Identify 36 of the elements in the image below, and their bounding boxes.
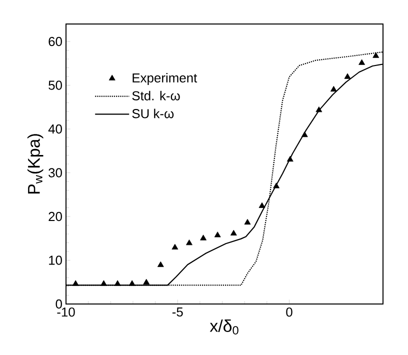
point: [344, 73, 351, 79]
point: [286, 156, 294, 162]
y-tick-label: 0: [56, 299, 62, 309]
point: [330, 86, 337, 92]
x-tick-label: 0: [286, 308, 292, 317]
point: [200, 234, 207, 240]
point: [157, 261, 164, 268]
point: [172, 244, 178, 250]
point: [273, 182, 280, 188]
y-tick-label: 60: [48, 36, 62, 46]
y-tick-label: 50: [48, 80, 62, 90]
x-axis-title: x/δ$_{0}$: [210, 320, 238, 334]
y-axis-title: P$_{w}$(Kpa): [27, 134, 44, 194]
point: [100, 280, 107, 286]
point: [301, 131, 308, 138]
y-tick-label: 10: [49, 256, 62, 265]
y-tick-label: 20: [48, 212, 62, 222]
y-tick-label: 40: [48, 124, 62, 134]
legend-label: Experiment: [132, 72, 198, 86]
y-tick-label: 30: [48, 168, 62, 178]
point: [258, 202, 266, 208]
point: [358, 59, 366, 65]
point: [372, 52, 380, 58]
point: [244, 218, 251, 225]
legend-label: SU k-ω: [132, 108, 174, 118]
point: [143, 278, 150, 285]
point: [316, 106, 322, 112]
x-tick-label: -10: [57, 308, 75, 317]
point: [114, 280, 121, 286]
x-tick-label: -5: [172, 308, 183, 317]
legend-label: Std. k-ω: [132, 90, 180, 100]
point: [128, 280, 136, 286]
point: [186, 240, 192, 246]
point: [214, 232, 221, 238]
point: [230, 230, 237, 236]
point: [72, 280, 79, 286]
